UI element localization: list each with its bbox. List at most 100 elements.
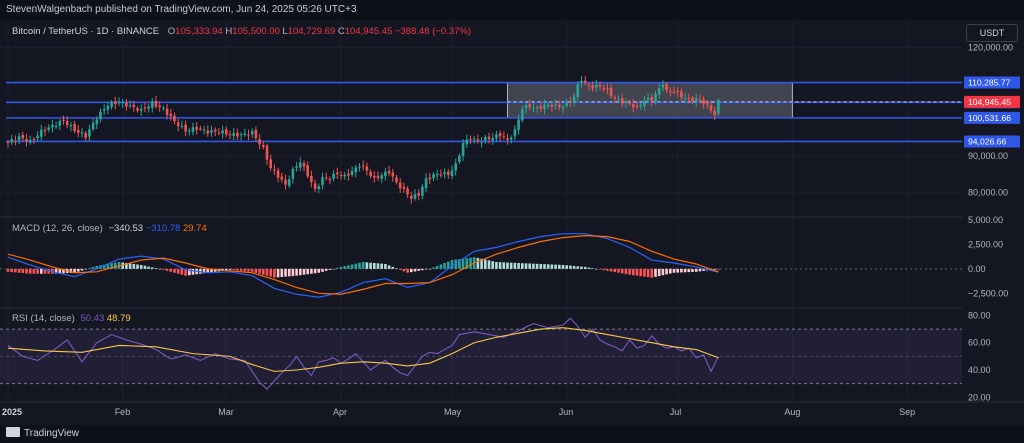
macd-histogram-bar <box>546 264 550 269</box>
candle <box>472 138 476 140</box>
macd-histogram-bar <box>6 268 10 272</box>
macd-histogram-bar <box>395 268 398 269</box>
macd-histogram-bar <box>154 268 158 269</box>
candle <box>102 109 106 111</box>
candle <box>513 129 517 137</box>
macd-tick-label: 0.00 <box>968 264 986 274</box>
macd-histogram-bar <box>125 263 128 269</box>
candle <box>95 119 99 125</box>
macd-histogram-bar <box>225 268 228 271</box>
macd-histogram-bar <box>506 262 509 269</box>
candle <box>125 102 128 107</box>
candle <box>280 176 284 180</box>
candle <box>558 104 561 108</box>
macd-histogram-bar <box>591 268 594 269</box>
macd-histogram-bar <box>54 268 58 274</box>
candle <box>10 139 13 143</box>
macd-histogram-bar <box>532 263 535 269</box>
macd-histogram-bar <box>239 268 243 271</box>
macd-histogram-bar <box>361 262 365 269</box>
macd-histogram-bar <box>502 262 506 269</box>
macd-histogram-bar <box>332 268 335 270</box>
candle <box>365 166 369 171</box>
macd-histogram-bar <box>432 267 435 269</box>
candle <box>576 84 580 98</box>
macd-histogram-bar <box>280 268 284 278</box>
candle <box>398 182 402 189</box>
candle <box>236 132 239 137</box>
candle <box>324 177 328 179</box>
macd-histogram-bar <box>509 262 513 269</box>
macd-histogram-bar <box>413 268 417 272</box>
macd-histogram-bar <box>517 263 520 269</box>
macd-histogram-bar <box>424 268 428 270</box>
candle <box>80 132 84 134</box>
candle <box>154 100 158 107</box>
candle <box>676 90 679 92</box>
range-box <box>507 82 793 119</box>
price-level-tag <box>964 76 1020 89</box>
candle <box>539 106 543 110</box>
macd-histogram-bar <box>487 260 491 269</box>
macd-histogram-bar <box>169 268 173 272</box>
currency-button[interactable]: USDT <box>966 24 1018 42</box>
publish-header: StevenWalgenbach published on TradingVie… <box>0 0 1024 20</box>
macd-histogram-bar <box>269 268 272 277</box>
macd-histogram-bar <box>643 268 646 277</box>
macd-histogram-bar <box>495 262 498 269</box>
candle <box>136 108 139 111</box>
x-tick-label: Jun <box>559 407 574 417</box>
candle <box>151 101 154 108</box>
macd-histogram-bar <box>147 266 150 269</box>
macd-histogram-bar <box>324 268 328 271</box>
rsi-title: RSI (14, close) <box>12 313 75 324</box>
candle <box>495 134 498 139</box>
candle <box>339 175 343 177</box>
macd-histogram-bar <box>25 268 28 274</box>
candle <box>417 192 420 196</box>
candle <box>624 101 628 103</box>
candle <box>191 127 195 132</box>
tradingview-logo-icon <box>6 427 20 437</box>
macd-histogram-bar <box>265 268 269 276</box>
candle <box>421 186 424 196</box>
macd-histogram-bar <box>635 268 639 276</box>
candle <box>199 128 202 130</box>
macd-histogram-bar <box>262 268 265 275</box>
price-level-label: 94,026.66 <box>968 136 1006 146</box>
candle <box>228 134 232 136</box>
macd-histogram-bar <box>558 264 561 269</box>
candle <box>247 134 250 136</box>
macd-histogram-bar <box>676 268 679 273</box>
macd-histogram-bar <box>110 263 113 269</box>
candle <box>443 172 446 174</box>
candle <box>709 105 713 111</box>
macd-histogram-bar <box>236 268 239 271</box>
macd-histogram-bar <box>295 268 298 276</box>
macd-histogram-bar <box>458 259 461 269</box>
candle <box>639 104 642 107</box>
macd-histogram-bar <box>328 268 332 270</box>
ohlc-change: −388.48 (−0.37%) <box>394 26 472 37</box>
candle <box>713 110 716 115</box>
macd-histogram-bar <box>139 264 143 269</box>
macd-histogram-bar <box>243 268 247 272</box>
macd-histogram-bar <box>184 268 187 276</box>
macd-histogram-bar <box>387 265 391 269</box>
macd-histogram-bar <box>398 268 402 270</box>
macd-histogram-bar <box>317 268 321 273</box>
candle <box>284 179 287 185</box>
macd-histogram-bar <box>143 265 147 269</box>
macd-histogram-bar <box>47 268 50 274</box>
ohlc-close: 104,945.45 <box>344 26 393 37</box>
macd-histogram-bar <box>173 268 176 273</box>
macd-histogram-bar <box>624 268 628 275</box>
candle <box>702 99 705 105</box>
candle <box>158 105 161 107</box>
macd-histogram-bar <box>650 268 654 278</box>
ohlc-high: 105,500.00 <box>232 26 280 37</box>
candle <box>117 102 121 104</box>
candle <box>202 129 206 131</box>
macd-histogram-bar <box>543 264 546 269</box>
